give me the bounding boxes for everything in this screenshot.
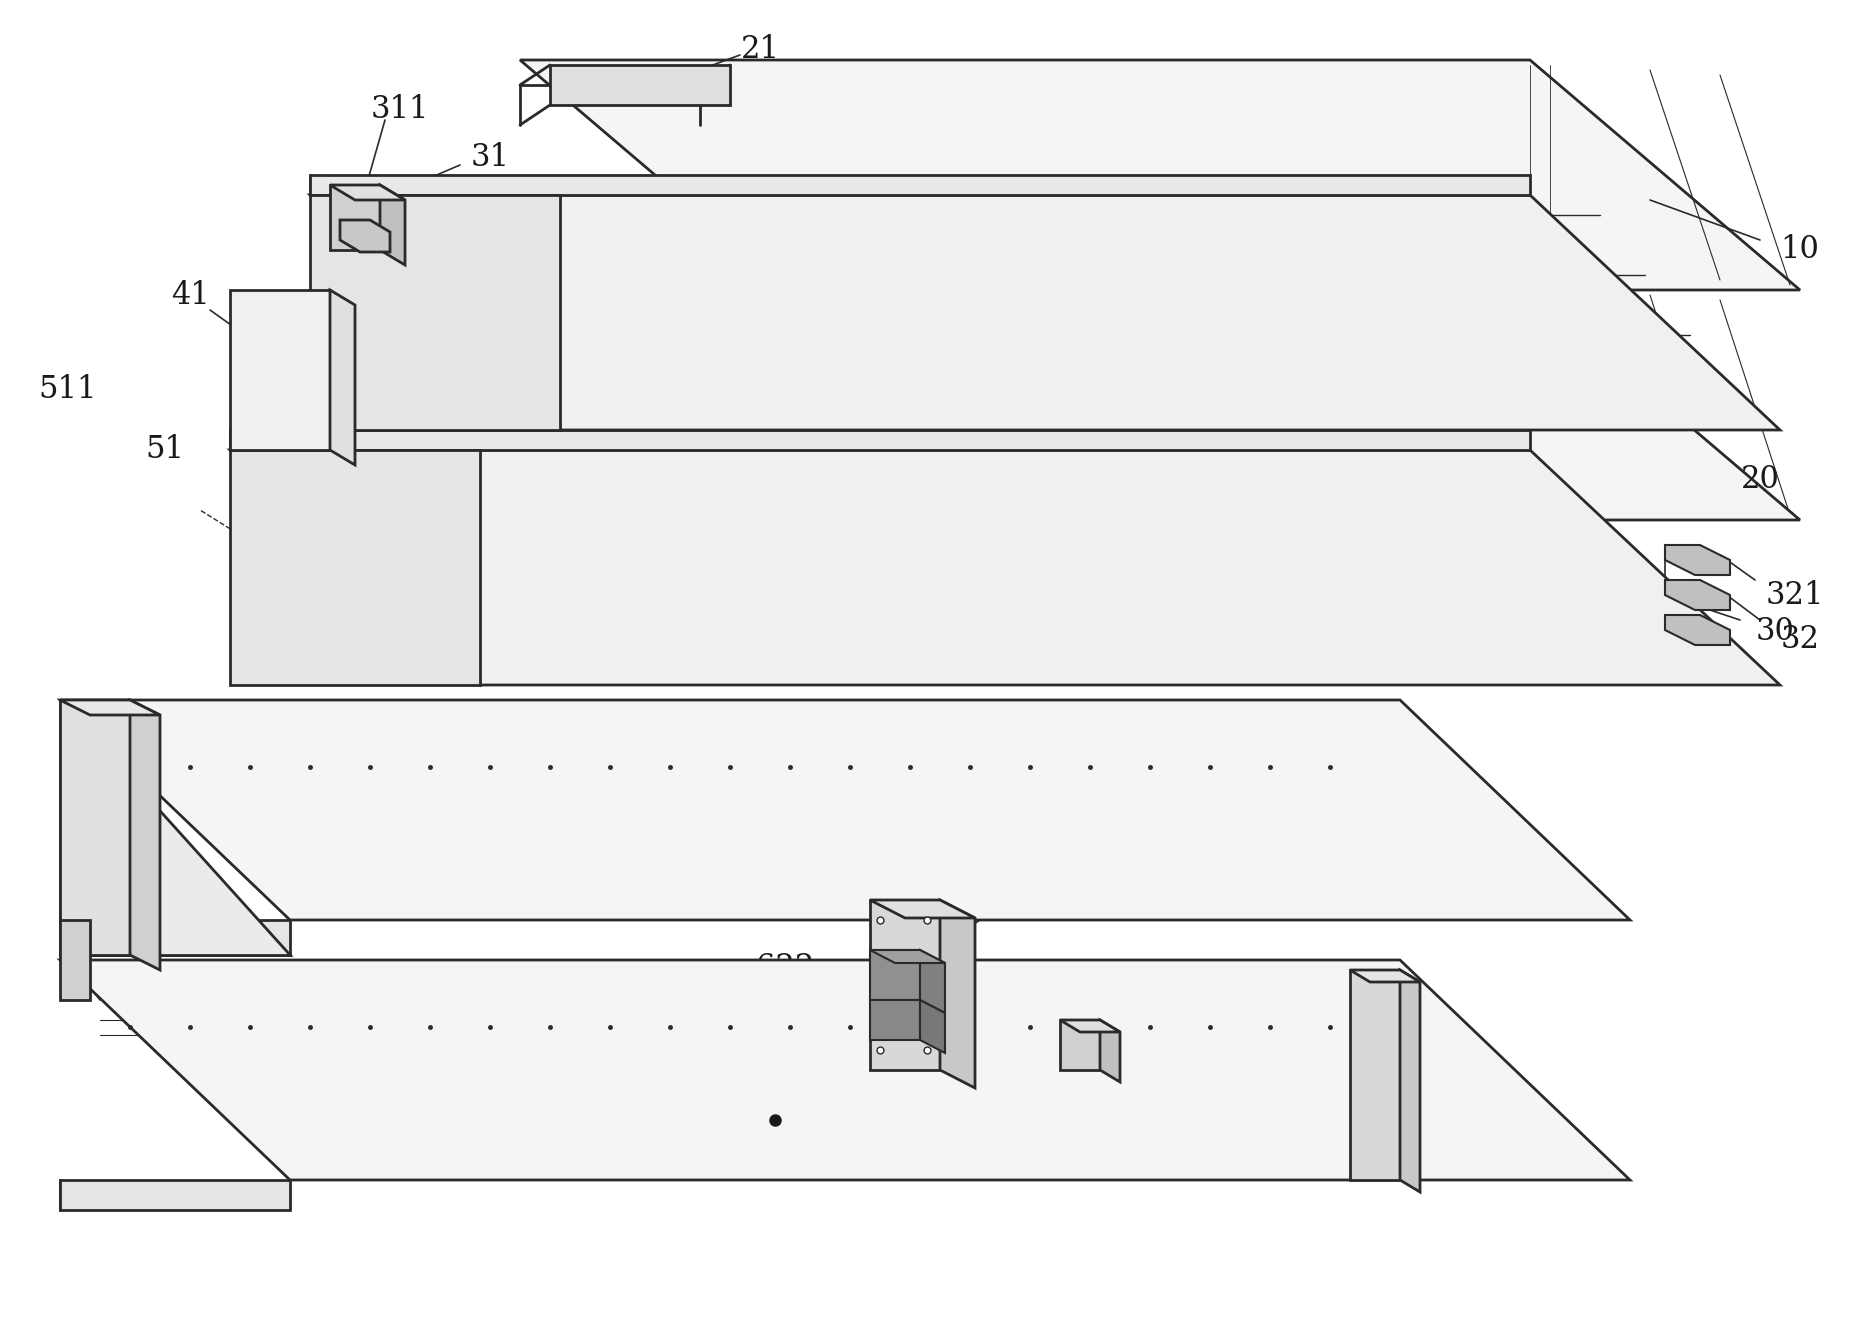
Polygon shape [129,700,159,970]
Polygon shape [1401,970,1419,1193]
Polygon shape [870,950,921,1000]
Polygon shape [339,220,390,252]
Text: 21: 21 [741,35,780,65]
Polygon shape [60,700,1629,920]
Polygon shape [1350,970,1419,982]
Text: 50: 50 [90,724,129,755]
Polygon shape [60,920,90,1000]
Polygon shape [870,1000,921,1041]
Polygon shape [1059,1021,1101,1070]
Polygon shape [309,195,561,430]
Polygon shape [519,289,1800,520]
Text: 311: 311 [371,95,429,125]
Polygon shape [60,960,1629,1181]
Text: 52: 52 [540,1025,579,1055]
Polygon shape [60,700,291,955]
Polygon shape [60,700,159,715]
Polygon shape [309,195,1779,430]
Polygon shape [921,1000,945,1053]
Polygon shape [870,900,975,918]
Text: 30: 30 [1755,616,1794,647]
Polygon shape [1350,970,1401,1181]
Text: 32: 32 [1781,624,1819,655]
Text: 321: 321 [1766,579,1824,611]
Polygon shape [231,430,1530,450]
Polygon shape [60,700,129,955]
Text: 60: 60 [1020,872,1059,903]
Polygon shape [330,185,405,200]
Polygon shape [1059,1021,1119,1033]
Polygon shape [1665,546,1731,575]
Text: 621: 621 [741,1019,799,1050]
Polygon shape [381,185,405,265]
Polygon shape [519,60,1800,289]
Polygon shape [231,450,480,684]
Polygon shape [921,950,945,1013]
Text: 40: 40 [345,176,384,208]
Polygon shape [870,950,945,963]
Polygon shape [330,185,381,249]
Text: 511: 511 [39,375,98,406]
Polygon shape [549,65,729,105]
Polygon shape [939,900,975,1089]
Polygon shape [330,289,354,466]
Polygon shape [60,920,291,955]
Text: 51: 51 [146,435,184,466]
Text: 31: 31 [471,143,510,173]
Text: 20: 20 [1740,464,1779,495]
Polygon shape [870,900,939,1070]
Polygon shape [231,450,1779,684]
Text: 622: 622 [756,952,814,983]
Text: 10: 10 [1781,235,1819,265]
Polygon shape [60,1181,291,1210]
Polygon shape [231,289,330,450]
Text: 62: 62 [701,1133,739,1163]
Polygon shape [1665,580,1731,610]
Polygon shape [1665,615,1731,646]
Polygon shape [1101,1021,1119,1082]
Text: 521: 521 [585,884,645,915]
Polygon shape [309,175,1530,195]
Text: 41: 41 [171,280,210,311]
